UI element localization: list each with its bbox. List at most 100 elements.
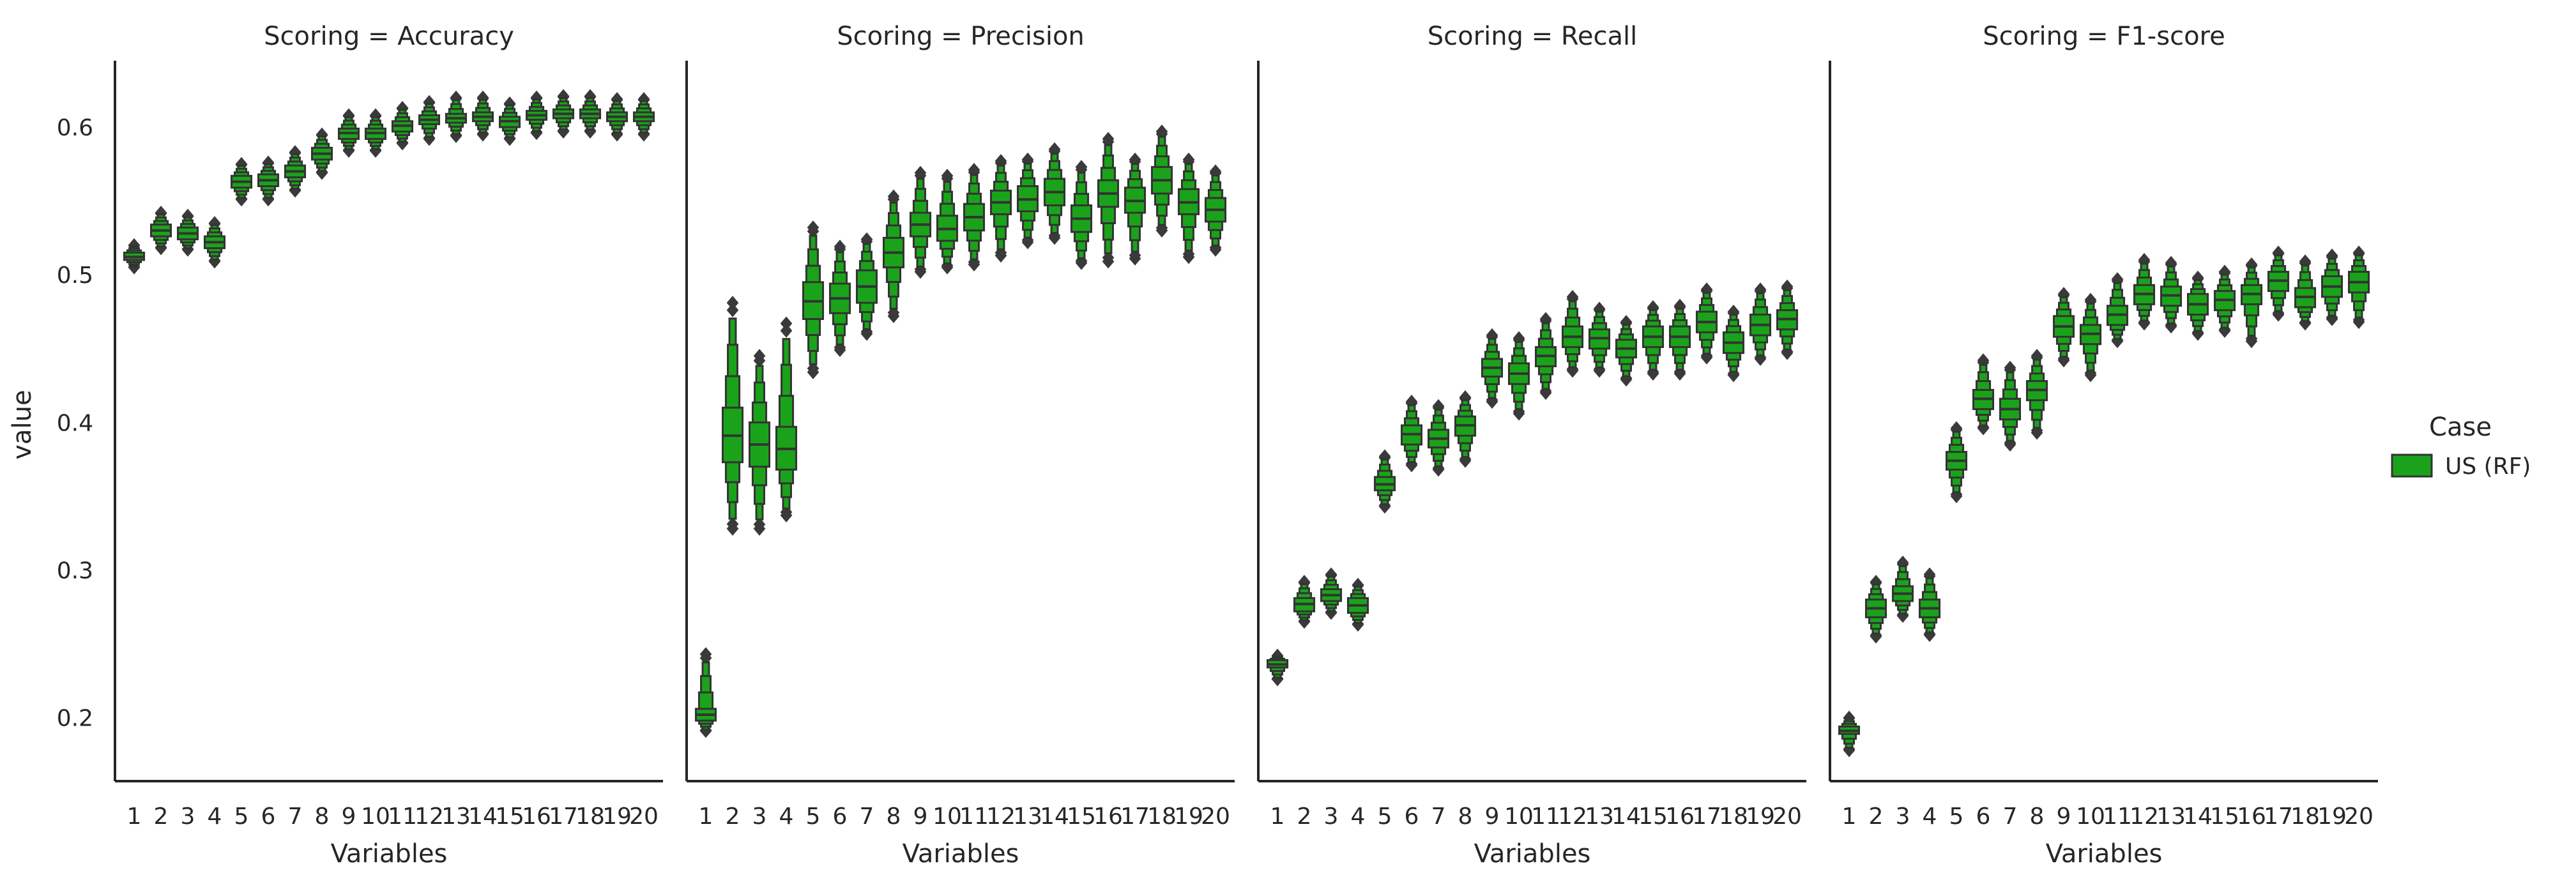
x-tick-label: 17 bbox=[549, 803, 578, 830]
x-tick-label: 11 bbox=[959, 803, 989, 830]
x-tick-label: 16 bbox=[1094, 803, 1123, 830]
x-tick-label: 20 bbox=[1772, 803, 1802, 830]
outlier-point bbox=[726, 517, 739, 531]
x-tick-label: 11 bbox=[1531, 803, 1560, 830]
x-tick-label: 2 bbox=[726, 803, 740, 830]
x-tick-label: 12 bbox=[415, 803, 444, 830]
x-axis-label: Variables bbox=[331, 839, 448, 869]
x-tick-label: 19 bbox=[2317, 803, 2347, 830]
x-tick-label: 20 bbox=[629, 803, 659, 830]
outlier-point bbox=[753, 517, 766, 531]
y-tick-label: 0.3 bbox=[57, 558, 93, 584]
panel-title: Scoring = F1-score bbox=[1983, 22, 2225, 51]
outlier-point bbox=[995, 154, 1007, 169]
outlier-point bbox=[914, 262, 927, 277]
x-tick-label: 14 bbox=[2183, 803, 2213, 830]
x-tick-label: 9 bbox=[1485, 803, 1500, 830]
x-tick-label: 6 bbox=[261, 803, 276, 830]
x-tick-label: 18 bbox=[1719, 803, 1748, 830]
x-tick-label: 5 bbox=[1949, 803, 1964, 830]
x-tick-label: 8 bbox=[887, 803, 901, 830]
outlier-point bbox=[1021, 232, 1034, 247]
outlier-point bbox=[726, 296, 739, 310]
outlier-point bbox=[726, 303, 739, 317]
x-tick-label: 14 bbox=[468, 803, 498, 830]
outlier-point bbox=[2004, 360, 2016, 375]
x-tick-label: 19 bbox=[602, 803, 632, 830]
x-tick-label: 20 bbox=[2344, 803, 2374, 830]
x-tick-label: 2 bbox=[1869, 803, 1884, 830]
x-tick-label: 2 bbox=[1297, 803, 1312, 830]
outlier-point bbox=[941, 169, 954, 183]
x-tick-label: 11 bbox=[388, 803, 417, 830]
outlier-point bbox=[1129, 248, 1141, 263]
outlier-point bbox=[1129, 152, 1141, 167]
outlier-point bbox=[995, 245, 1007, 260]
outlier-point bbox=[780, 316, 793, 331]
outlier-point bbox=[1209, 240, 1222, 255]
x-tick-label: 19 bbox=[1746, 803, 1775, 830]
x-tick-label: 9 bbox=[342, 803, 356, 830]
x-tick-label: 16 bbox=[1665, 803, 1695, 830]
x-tick-label: 18 bbox=[2290, 803, 2320, 830]
outlier-point bbox=[941, 258, 954, 273]
outlier-point bbox=[1182, 247, 1195, 261]
x-tick-label: 6 bbox=[1976, 803, 1991, 830]
outlier-point bbox=[780, 505, 793, 519]
outlier-point bbox=[968, 255, 980, 270]
x-tick-label: 15 bbox=[495, 803, 524, 830]
outlier-point bbox=[914, 165, 927, 180]
x-tick-label: 3 bbox=[1896, 803, 1910, 830]
x-tick-label: 15 bbox=[1638, 803, 1668, 830]
x-tick-label: 13 bbox=[1013, 803, 1042, 830]
x-tick-label: 20 bbox=[1201, 803, 1230, 830]
x-tick-label: 14 bbox=[1612, 803, 1641, 830]
outlier-point bbox=[860, 324, 873, 339]
outlier-point bbox=[1102, 132, 1115, 146]
x-tick-label: 1 bbox=[699, 803, 713, 830]
x-tick-label: 19 bbox=[1174, 803, 1203, 830]
x-tick-label: 15 bbox=[2210, 803, 2239, 830]
x-tick-label: 9 bbox=[913, 803, 928, 830]
x-tick-label: 17 bbox=[2264, 803, 2293, 830]
y-axis-label: value bbox=[8, 390, 37, 459]
outlier-point bbox=[887, 305, 900, 320]
x-tick-label: 10 bbox=[1504, 803, 1534, 830]
outlier-point bbox=[753, 349, 766, 363]
y-tick-label: 0.4 bbox=[57, 410, 93, 436]
x-tick-label: 4 bbox=[208, 803, 222, 830]
legend-entry-us-rf: US (RF) bbox=[2445, 453, 2531, 480]
legend: Case US (RF) bbox=[2391, 413, 2531, 480]
x-tick-label: 14 bbox=[1040, 803, 1069, 830]
x-tick-label: 17 bbox=[1692, 803, 1721, 830]
outlier-point bbox=[1021, 152, 1034, 167]
outlier-point bbox=[1155, 124, 1168, 139]
x-tick-label: 4 bbox=[1351, 803, 1366, 830]
outlier-point bbox=[1075, 254, 1088, 268]
x-tick-label: 3 bbox=[1324, 803, 1339, 830]
x-tick-label: 15 bbox=[1067, 803, 1096, 830]
outlier-point bbox=[699, 647, 712, 662]
outlier-point bbox=[1102, 250, 1115, 265]
x-tick-label: 7 bbox=[860, 803, 874, 830]
x-tick-label: 13 bbox=[1585, 803, 1614, 830]
x-tick-label: 8 bbox=[1458, 803, 1473, 830]
x-tick-label: 6 bbox=[833, 803, 848, 830]
outlier-point bbox=[1075, 160, 1088, 174]
x-tick-label: 10 bbox=[361, 803, 390, 830]
outlier-point bbox=[1048, 142, 1061, 156]
x-tick-label: 5 bbox=[234, 803, 249, 830]
x-tick-label: 3 bbox=[181, 803, 195, 830]
outlier-point bbox=[1048, 228, 1061, 243]
y-tick-label: 0.2 bbox=[57, 706, 93, 732]
x-tick-label: 1 bbox=[127, 803, 142, 830]
x-tick-label: 2 bbox=[154, 803, 169, 830]
panel-title: Scoring = Accuracy bbox=[264, 22, 514, 51]
x-tick-label: 10 bbox=[2076, 803, 2105, 830]
